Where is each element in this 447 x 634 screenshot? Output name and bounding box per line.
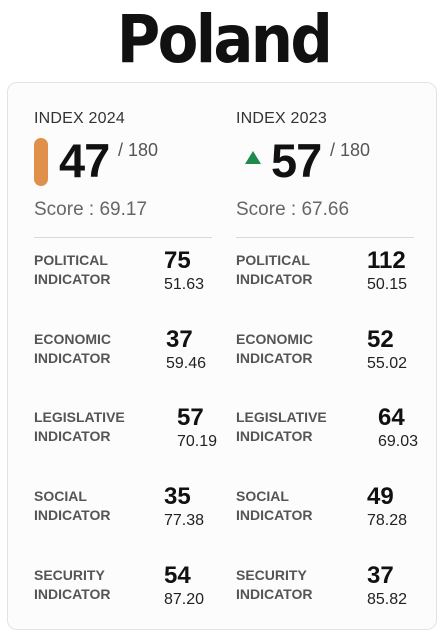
indicator-rank: 37 <box>166 326 193 353</box>
indicator-label: SECURITY INDICATOR <box>236 567 313 602</box>
indicator-rank: 35 <box>164 483 191 510</box>
rank-value: 57 <box>271 134 322 187</box>
indicator-score: 77.38 <box>164 512 205 529</box>
indicator-score: 70.19 <box>177 433 218 450</box>
indicator-rank: 54 <box>164 562 191 589</box>
rank-row: 47 / 180 <box>34 134 234 187</box>
divider <box>34 237 212 238</box>
score: Score : 69.17 <box>34 199 148 220</box>
rank-total: / 180 <box>330 140 371 160</box>
indicator-rank: 52 <box>367 326 394 353</box>
indicator-score: 51.63 <box>164 276 205 293</box>
indicator-rank: 112 <box>367 247 406 274</box>
indicator-score: 59.46 <box>166 355 207 372</box>
security-indicator: SECURITY INDICATOR 37 85.82 <box>236 562 436 626</box>
index-label: INDEX 2024 <box>34 110 125 127</box>
indicator-label: POLITICAL INDICATOR <box>236 252 313 287</box>
indicator-rank: 49 <box>367 483 394 510</box>
divider <box>236 237 414 238</box>
legislative-indicator: LEGISLATIVE INDICATOR 64 69.03 <box>236 404 436 468</box>
score: Score : 67.66 <box>236 199 350 220</box>
index-label: INDEX 2023 <box>236 110 327 127</box>
indicator-score: 87.20 <box>164 591 205 608</box>
economic-indicator: ECONOMIC INDICATOR 37 59.46 <box>34 326 234 390</box>
indicator-rank: 37 <box>367 562 394 589</box>
indicator-label: LEGISLATIVE INDICATOR <box>236 409 327 444</box>
indicator-label: LEGISLATIVE INDICATOR <box>34 409 125 444</box>
indicator-label: ECONOMIC INDICATOR <box>34 331 111 366</box>
indicator-label: ECONOMIC INDICATOR <box>236 331 313 366</box>
rank-marker-bar <box>34 138 48 186</box>
indicator-score: 78.28 <box>367 512 408 529</box>
social-indicator: SOCIAL INDICATOR 35 77.38 <box>34 483 234 547</box>
rank-total: / 180 <box>118 140 159 160</box>
rank-row: 57 / 180 <box>236 134 436 187</box>
current-year-column: INDEX 2024 47 / 180 Score : 69.17 POLITI… <box>34 83 234 629</box>
indicator-label: SOCIAL INDICATOR <box>236 488 313 523</box>
indicator-rank: 75 <box>164 247 191 274</box>
indicator-label: SECURITY INDICATOR <box>34 567 111 602</box>
indicator-label: POLITICAL INDICATOR <box>34 252 111 287</box>
indicator-rank: 57 <box>177 404 204 431</box>
rank-value: 47 <box>59 134 110 187</box>
security-indicator: SECURITY INDICATOR 54 87.20 <box>34 562 234 626</box>
political-indicator: POLITICAL INDICATOR 75 51.63 <box>34 247 234 311</box>
indicator-score: 69.03 <box>378 433 419 450</box>
indicator-score: 85.82 <box>367 591 408 608</box>
arrow-up-icon <box>245 151 261 164</box>
political-indicator: POLITICAL INDICATOR 112 50.15 <box>236 247 436 311</box>
indicator-score: 55.02 <box>367 355 408 372</box>
economic-indicator: ECONOMIC INDICATOR 52 55.02 <box>236 326 436 390</box>
previous-year-column: INDEX 2023 57 / 180 Score : 67.66 POLITI… <box>236 83 436 629</box>
legislative-indicator: LEGISLATIVE INDICATOR 57 70.19 <box>34 404 234 468</box>
country-title: Poland <box>116 1 333 78</box>
index-card: INDEX 2024 47 / 180 Score : 69.17 POLITI… <box>7 82 437 630</box>
social-indicator: SOCIAL INDICATOR 49 78.28 <box>236 483 436 547</box>
indicator-rank: 64 <box>378 404 405 431</box>
indicator-score: 50.15 <box>367 276 408 293</box>
indicator-label: SOCIAL INDICATOR <box>34 488 111 523</box>
